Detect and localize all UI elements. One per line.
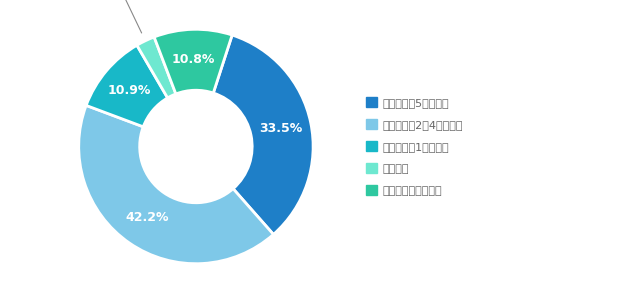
Wedge shape (214, 35, 313, 234)
Wedge shape (86, 45, 167, 127)
Text: 33.5%: 33.5% (259, 122, 303, 135)
Wedge shape (154, 29, 232, 94)
Wedge shape (79, 105, 274, 264)
Text: 2.6%: 2.6% (100, 0, 142, 33)
Legend: 長期保有（5年以上）, 中期保有（2〜4年程度）, 短期保有（1年程度）, 買い増し, 売却予定（売却済）: 長期保有（5年以上）, 中期保有（2〜4年程度）, 短期保有（1年程度）, 買い… (363, 94, 466, 199)
Text: 42.2%: 42.2% (125, 212, 169, 224)
Text: 10.9%: 10.9% (108, 84, 151, 97)
Text: 10.8%: 10.8% (172, 53, 216, 66)
Wedge shape (137, 37, 176, 98)
